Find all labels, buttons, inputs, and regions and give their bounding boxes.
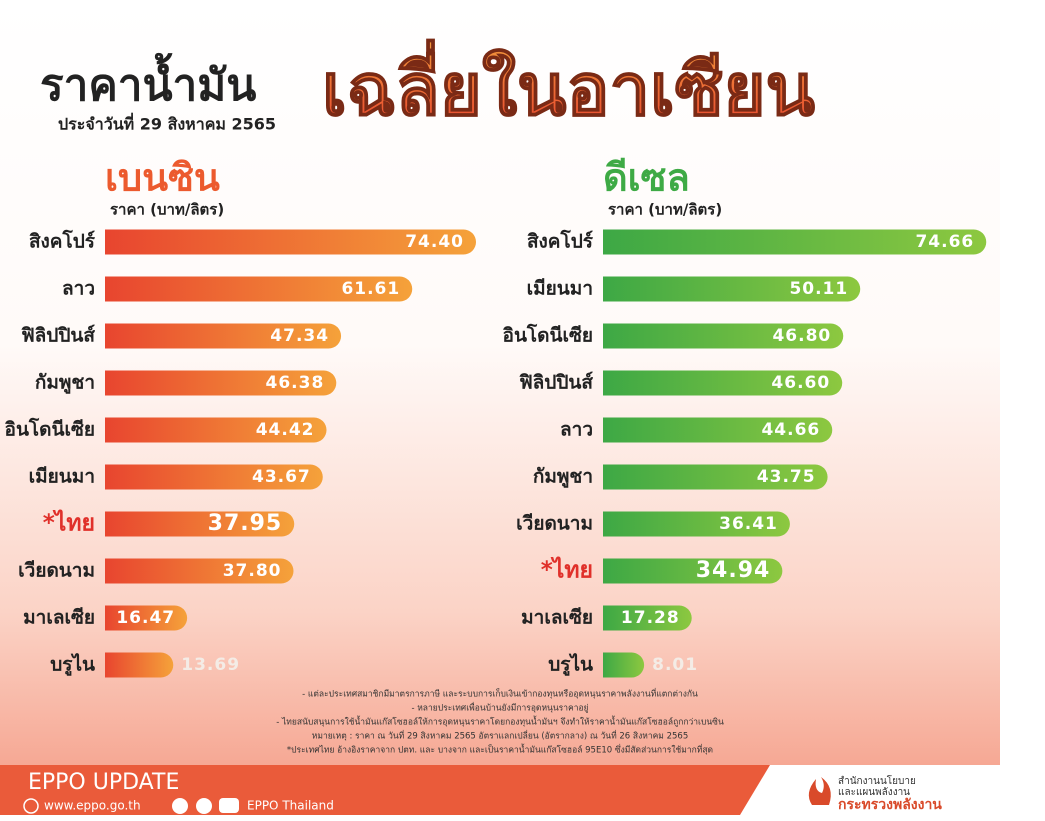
bar (603, 558, 783, 584)
twitter-icon[interactable] (196, 798, 212, 814)
value-label: 37.95 (208, 511, 283, 536)
value-label: 43.67 (252, 467, 311, 487)
category-label: กัมพูชา (35, 372, 95, 395)
bar (105, 464, 323, 490)
value-label: 13.69 (181, 655, 240, 675)
bar (603, 464, 828, 490)
facebook-icon[interactable] (172, 798, 188, 814)
bar (603, 323, 844, 349)
bar (105, 276, 413, 302)
title: ราคาน้ำมัน (40, 52, 256, 111)
bar (603, 370, 843, 396)
footnote: - หลายประเทศเพื่อนบ้านยังมีการอุดหนุนราค… (411, 702, 588, 714)
bar (603, 605, 692, 631)
footnote: - แต่ละประเทศสมาชิกมีมาตรการภาษี และระบบ… (302, 688, 698, 700)
bar (603, 276, 861, 302)
bar (603, 229, 987, 255)
chart-subtitle: ราคา (บาท/ลิตร) (608, 201, 722, 219)
chart-title: ดีเซล (603, 156, 690, 200)
value-label: 16.47 (116, 608, 175, 628)
bar (105, 652, 174, 678)
chart-subtitle: ราคา (บาท/ลิตร) (110, 201, 224, 219)
value-label: 44.42 (256, 420, 315, 440)
footnote: หมายเหตุ : ราคา ณ วันที่ 29 สิงหาคม 2565… (312, 730, 689, 742)
notes: - แต่ละประเทศสมาชิกมีมาตรการภาษี และระบบ… (276, 688, 724, 756)
category-label: เมียนมา (29, 466, 95, 488)
value-label: 74.40 (405, 232, 464, 252)
value-label: 34.94 (696, 558, 771, 583)
category-label: บรูไน (50, 653, 95, 677)
bar (603, 652, 645, 678)
value-label: 8.01 (652, 655, 698, 675)
footer-website: www.eppo.go.th (44, 799, 141, 813)
youtube-icon[interactable] (219, 798, 239, 813)
value-label: 36.41 (719, 514, 778, 534)
bar (105, 605, 188, 631)
value-label: 46.80 (772, 326, 831, 346)
value-label: 46.60 (771, 373, 830, 393)
globe-icon (23, 798, 39, 814)
category-label: เมียนมา (527, 278, 593, 300)
bar (603, 417, 833, 443)
footnote: *ประเทศไทย อ้างอิงราคาจาก ปตท. และ บางจา… (287, 744, 713, 756)
category-label: *ไทย (43, 509, 95, 537)
org-name: สำนักงานนโยบาย (838, 774, 916, 787)
footer-band (0, 765, 770, 815)
value-label: 61.61 (341, 279, 400, 299)
value-label: 74.66 (915, 232, 974, 252)
bar (105, 558, 294, 584)
org-logo (808, 777, 831, 805)
title-highlight: เฉลี่ยในอาเซียน (322, 39, 815, 132)
value-label: 50.11 (789, 279, 848, 299)
category-label: อินโดนีเซีย (5, 418, 95, 441)
category-label: มาเลเซีย (23, 607, 95, 629)
bar (105, 370, 337, 396)
category-label: เวียดนาม (18, 560, 95, 582)
category-label: ฟิลิปปินส์ (519, 372, 593, 394)
category-label: เวียดนาม (516, 513, 593, 535)
value-label: 43.75 (757, 467, 816, 487)
category-label: ฟิลิปปินส์ (21, 325, 95, 347)
value-label: 46.38 (266, 373, 325, 393)
value-label: 37.80 (223, 561, 282, 581)
org-ministry: กระทรวงพลังงาน (838, 797, 942, 813)
bar (105, 323, 342, 349)
category-label: สิงคโปร์ (29, 230, 96, 253)
value-label: 44.66 (761, 420, 820, 440)
category-label: ลาว (560, 419, 593, 441)
bar (603, 511, 790, 537)
category-label: *ไทย (541, 556, 593, 584)
category-label: สิงคโปร์ (527, 230, 594, 253)
category-label: บรูไน (548, 653, 593, 677)
bar (105, 511, 295, 537)
date: ประจำวันที่ 29 สิงหาคม 2565 (58, 113, 276, 134)
category-label: ลาว (62, 278, 95, 300)
value-label: 17.28 (621, 608, 680, 628)
footer-brand: EPPO UPDATE (28, 770, 179, 795)
bar (105, 229, 477, 255)
footnote: - ไทยสนับสนุนการใช้น้ำมันแก๊สโซฮอล์ให้กา… (276, 716, 724, 728)
category-label: กัมพูชา (533, 466, 593, 489)
bar (105, 417, 327, 443)
value-label: 47.34 (270, 326, 329, 346)
chart-title: เบนซิน (105, 156, 220, 200)
footer-social: EPPO Thailand (247, 799, 334, 813)
org-name: และแผนพลังงาน (838, 787, 910, 798)
category-label: มาเลเซีย (521, 607, 593, 629)
category-label: อินโดนีเซีย (503, 324, 593, 347)
